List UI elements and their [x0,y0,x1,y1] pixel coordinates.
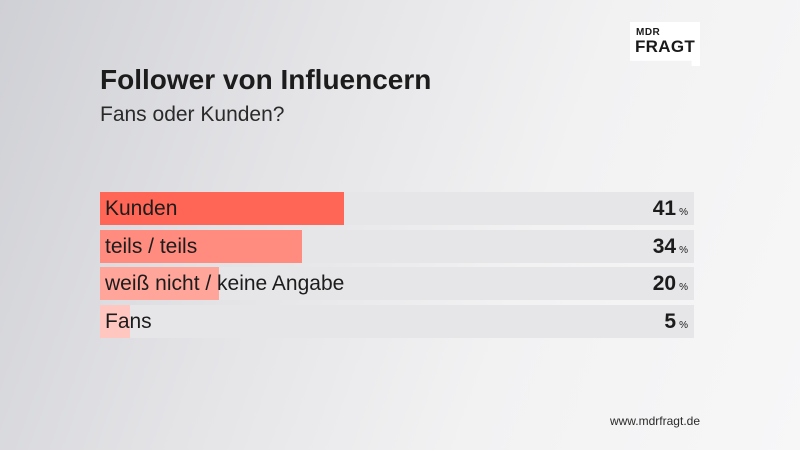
bar-value: 20% [653,267,688,304]
chart-bar [100,304,130,338]
bar-label: weiß nicht / keine Angabe [105,272,345,295]
bar-label: Kunden [105,197,178,220]
chart-bar [100,229,302,263]
bar-label: teils / teils [105,234,198,258]
bar-value-number: 41 [652,197,677,220]
bar-value-number: 5 [664,309,677,333]
bar-value-unit: % [679,207,688,218]
bar-value-unit: % [679,244,688,256]
bar-value-unit: % [679,282,688,293]
chart-subtitle: Fans oder Kunden? [100,103,285,126]
bar-chart: Kunden 41% teils / teils 34% weiß nicht / ke… [100,192,694,342]
bar-value-number: 20 [652,272,677,295]
mdr-fragt-logo: MDR FRAGT [630,22,700,66]
chart-row: Fans 5% [100,304,694,338]
bar-value: 41% [653,192,688,229]
bar-value-number: 34 [652,234,677,258]
chart-row: teils / teils 34% [100,229,694,263]
bar-value-unit: % [679,319,688,331]
source-url: www.mdrfragt.de [609,414,700,428]
bar-value: 5% [664,305,688,342]
bar-value: 34% [653,230,688,267]
chart-row: weiß nicht / keine Angabe 20% [100,267,694,300]
logo-text-fragt: FRAGT [635,37,696,56]
chart-row: Kunden 41% [100,192,694,225]
chart-bar [100,267,219,300]
bar-label: Fans [105,309,152,333]
logo-text-mdr: MDR [636,27,661,38]
chart-title: Follower von Influencern [100,64,432,95]
chart-bar [100,192,344,225]
